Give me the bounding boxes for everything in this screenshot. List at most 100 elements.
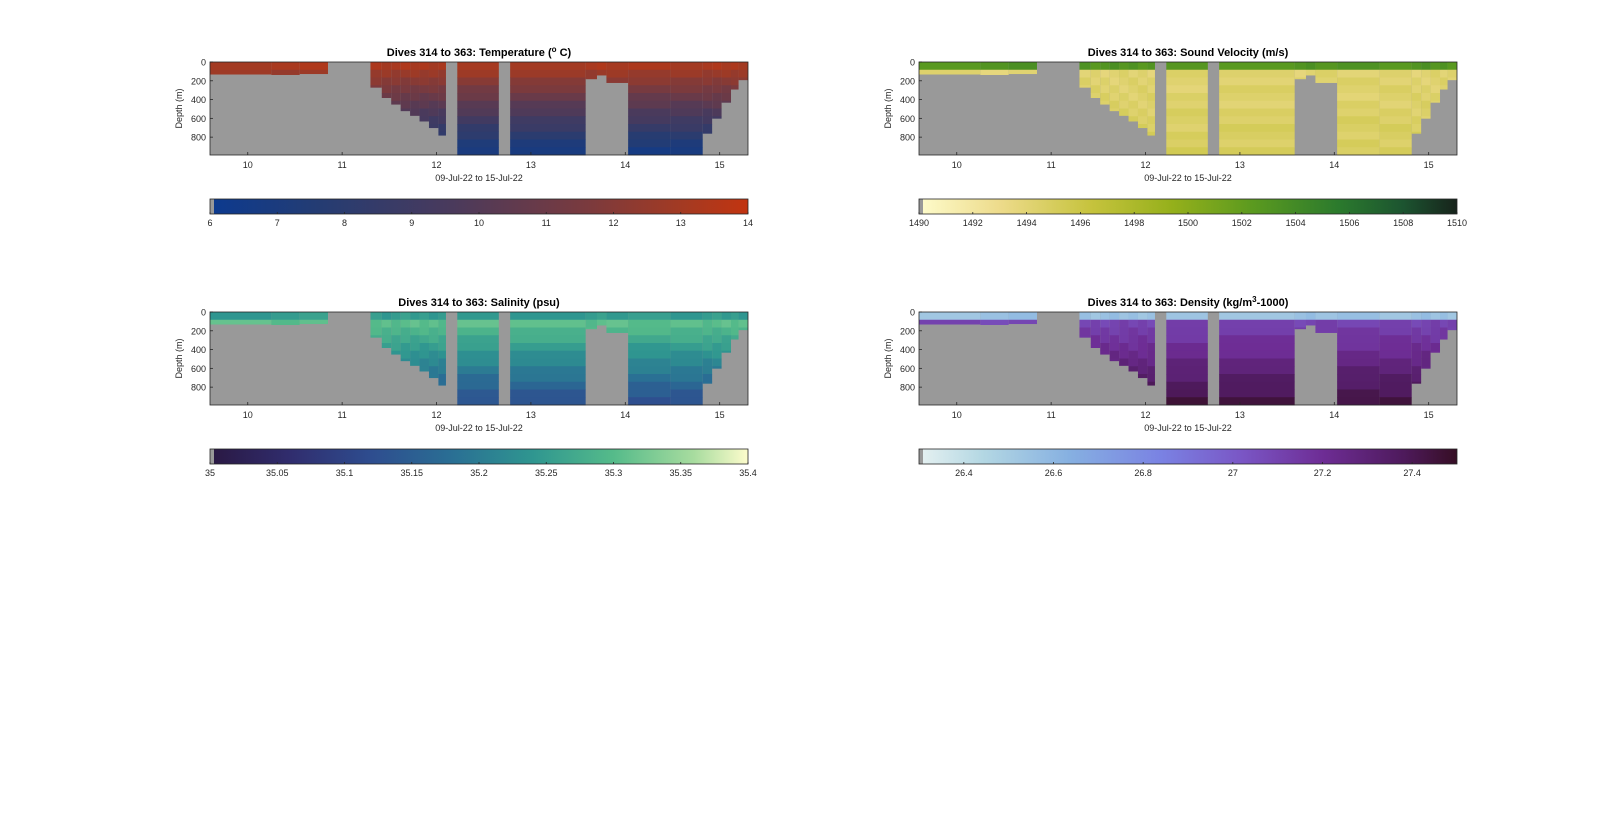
data-cell <box>1219 77 1295 86</box>
data-cell <box>438 366 446 375</box>
data-cell <box>1430 312 1441 321</box>
data-cell <box>628 77 671 86</box>
data-cell <box>457 116 499 125</box>
data-cell <box>1430 85 1441 94</box>
data-cell <box>1315 327 1338 333</box>
data-cell <box>628 147 671 156</box>
data-cell <box>712 77 722 86</box>
data-cell <box>419 327 429 336</box>
data-cell <box>1109 343 1120 352</box>
data-cell <box>1411 327 1422 336</box>
data-cell <box>670 93 703 102</box>
data-cell <box>721 77 732 86</box>
data-cell <box>428 108 439 117</box>
x-tick-label: 13 <box>1235 160 1245 170</box>
data-cell <box>419 366 429 372</box>
data-cell <box>1090 319 1101 328</box>
data-cell <box>1411 124 1422 133</box>
data-cell <box>1147 319 1155 328</box>
data-cell <box>457 381 499 390</box>
data-cell <box>510 85 586 94</box>
data-cell <box>510 69 586 78</box>
data-cell <box>1379 374 1412 383</box>
x-tick-label: 12 <box>1141 410 1151 420</box>
data-cell <box>1128 327 1138 336</box>
data-cell <box>1109 358 1120 362</box>
data-cell <box>1166 389 1208 398</box>
data-cell <box>738 69 748 78</box>
data-cell <box>702 366 713 375</box>
data-cell <box>1379 335 1412 344</box>
data-cell <box>428 77 439 86</box>
data-cell <box>1440 335 1448 340</box>
data-cell <box>419 93 429 102</box>
data-cell <box>1137 85 1148 94</box>
data-cell <box>1128 85 1138 94</box>
data-cell <box>381 85 392 94</box>
data-cell <box>1166 343 1208 352</box>
data-cell <box>1294 77 1306 80</box>
data-cell <box>702 350 713 359</box>
data-cell <box>1119 108 1129 116</box>
x-tick-label: 11 <box>1046 160 1055 170</box>
data-cell <box>391 77 401 86</box>
data-cell <box>1337 93 1380 102</box>
data-cell <box>438 335 446 344</box>
data-cell <box>410 327 420 336</box>
data-cell <box>1079 77 1091 86</box>
data-cell <box>1128 350 1138 359</box>
data-cell <box>1219 312 1295 321</box>
data-cell <box>381 327 392 336</box>
data-cell <box>1166 381 1208 390</box>
data-cell <box>1109 100 1120 109</box>
data-cell <box>712 116 722 119</box>
data-cell <box>370 327 382 336</box>
data-cell <box>299 62 328 71</box>
data-cell <box>1109 69 1120 78</box>
data-cell <box>1421 343 1431 352</box>
data-cell <box>712 85 722 94</box>
colorbar-tick-label: 1492 <box>963 218 983 228</box>
data-cell <box>510 312 586 321</box>
x-tick-label: 11 <box>1046 410 1055 420</box>
data-cell <box>391 343 401 352</box>
x-tick-label: 12 <box>432 160 442 170</box>
colorbar-tick-label: 27.2 <box>1314 468 1332 478</box>
data-cell <box>1100 319 1110 328</box>
data-cell <box>919 319 981 325</box>
data-cell <box>1119 69 1129 78</box>
data-cell <box>1119 93 1129 102</box>
data-cell <box>510 389 586 398</box>
data-cell <box>1147 131 1155 136</box>
data-cell <box>1166 397 1208 406</box>
data-cell <box>1430 77 1441 86</box>
data-cell <box>391 62 401 71</box>
data-cell <box>410 358 420 366</box>
data-cell <box>702 116 713 125</box>
data-cell <box>1137 350 1148 359</box>
data-cell <box>670 374 703 383</box>
colorbar-tick-label: 35.2 <box>470 468 488 478</box>
data-cell <box>1337 319 1380 328</box>
data-cell <box>1137 358 1148 367</box>
data-cell <box>1109 312 1120 321</box>
y-tick-label: 400 <box>900 345 915 355</box>
data-cell <box>510 124 586 133</box>
data-cell <box>1079 312 1091 321</box>
data-cell <box>1411 319 1422 328</box>
data-cell <box>428 312 439 321</box>
data-cell <box>1337 131 1380 140</box>
y-tick-label: 600 <box>191 114 206 124</box>
y-axis-label: Depth (m) <box>883 88 893 128</box>
colorbar-tick-label: 1502 <box>1232 218 1252 228</box>
colorbar-tick-label: 35.4 <box>739 468 757 478</box>
data-cell <box>628 312 671 321</box>
data-cell <box>400 77 411 86</box>
y-tick-label: 600 <box>191 364 206 374</box>
data-cell <box>1147 100 1155 109</box>
data-cell <box>1219 389 1295 398</box>
data-cell <box>391 327 401 336</box>
data-cell <box>510 100 586 109</box>
data-cell <box>1379 319 1412 328</box>
data-cell <box>438 327 446 336</box>
